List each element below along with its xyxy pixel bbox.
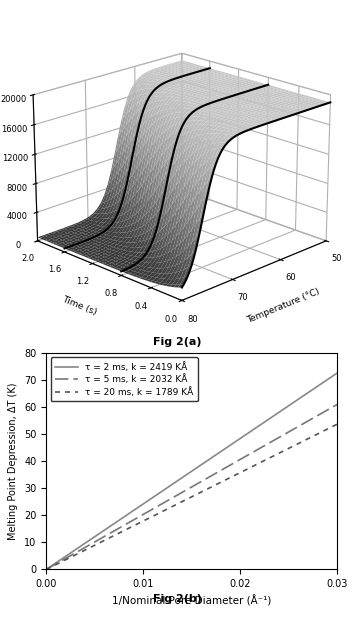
τ = 20 ms, k = 1789 KÅ [44, 566, 48, 573]
τ = 5 ms, k = 2032 KÅ [44, 566, 48, 573]
X-axis label: 1/Nominal Pore Diameter (Å⁻¹): 1/Nominal Pore Diameter (Å⁻¹) [112, 595, 271, 606]
Line: τ = 5 ms, k = 2032 KÅ: τ = 5 ms, k = 2032 KÅ [46, 404, 337, 569]
τ = 2 ms, k = 2419 KÅ [45, 565, 49, 573]
τ = 2 ms, k = 2419 KÅ [222, 446, 226, 453]
τ = 5 ms, k = 2032 KÅ [217, 467, 222, 475]
τ = 2 ms, k = 2419 KÅ [44, 566, 48, 573]
Y-axis label: Time (s): Time (s) [61, 295, 98, 317]
τ = 2 ms, k = 2419 KÅ [217, 449, 222, 456]
τ = 20 ms, k = 1789 KÅ [45, 565, 49, 573]
Text: Fig 2(b): Fig 2(b) [153, 594, 202, 604]
Line: τ = 2 ms, k = 2419 KÅ: τ = 2 ms, k = 2419 KÅ [46, 373, 337, 569]
τ = 2 ms, k = 2419 KÅ [335, 370, 339, 377]
Text: Fig 2(a): Fig 2(a) [153, 337, 202, 347]
τ = 5 ms, k = 2032 KÅ [308, 416, 312, 423]
τ = 20 ms, k = 1789 KÅ [217, 479, 222, 487]
τ = 20 ms, k = 1789 KÅ [308, 434, 312, 441]
τ = 5 ms, k = 2032 KÅ [216, 468, 220, 475]
τ = 2 ms, k = 2419 KÅ [289, 400, 294, 407]
Line: τ = 20 ms, k = 1789 KÅ: τ = 20 ms, k = 1789 KÅ [46, 424, 337, 569]
Legend: τ = 2 ms, k = 2419 KÅ, τ = 5 ms, k = 2032 KÅ, τ = 20 ms, k = 1789 KÅ: τ = 2 ms, k = 2419 KÅ, τ = 5 ms, k = 203… [51, 357, 198, 401]
τ = 5 ms, k = 2032 KÅ [335, 400, 339, 408]
X-axis label: Temperature (°C): Temperature (°C) [246, 287, 322, 324]
τ = 5 ms, k = 2032 KÅ [45, 565, 49, 573]
τ = 2 ms, k = 2419 KÅ [308, 387, 312, 395]
τ = 5 ms, k = 2032 KÅ [222, 465, 226, 472]
τ = 5 ms, k = 2032 KÅ [289, 426, 294, 434]
τ = 20 ms, k = 1789 KÅ [216, 480, 220, 487]
τ = 20 ms, k = 1789 KÅ [222, 477, 226, 484]
τ = 20 ms, k = 1789 KÅ [335, 420, 339, 428]
τ = 2 ms, k = 2419 KÅ [216, 449, 220, 457]
τ = 20 ms, k = 1789 KÅ [289, 443, 294, 451]
Y-axis label: Melting Point Depression, ΔT (K): Melting Point Depression, ΔT (K) [9, 383, 18, 540]
